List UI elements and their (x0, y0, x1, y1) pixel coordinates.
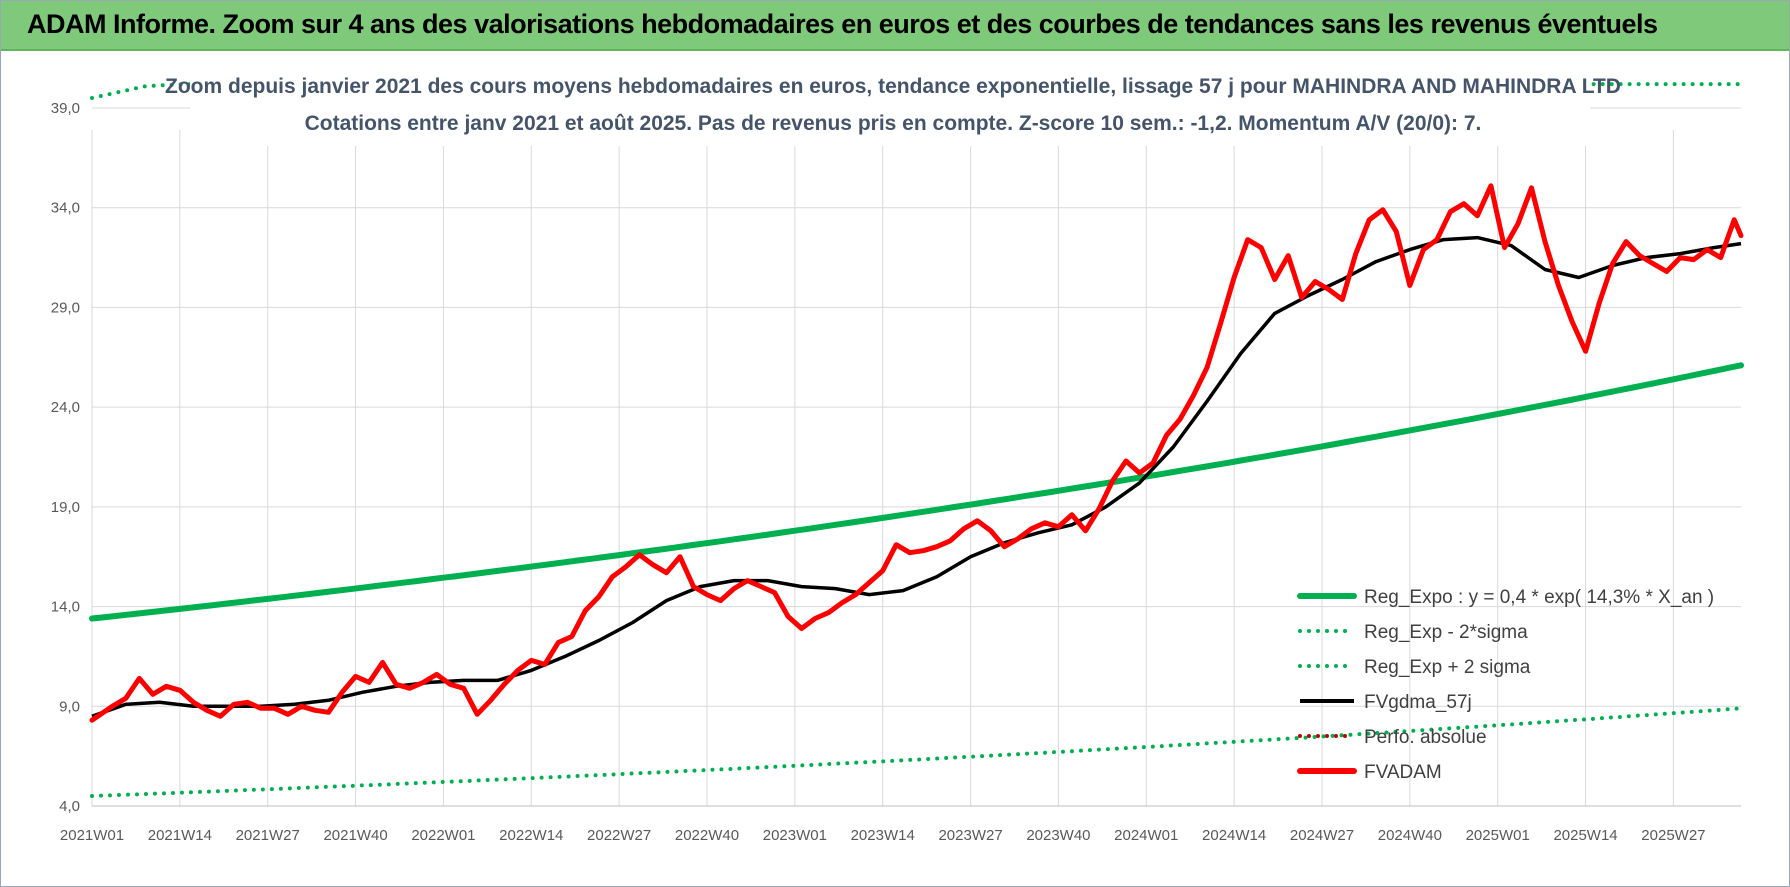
y-tick-label: 14,0 (51, 599, 80, 616)
series-reg-exp-2-sigma-line (90, 706, 1743, 798)
series-reg-expo-y-0-4-exp-14-3-x-an-line (89, 362, 1744, 622)
x-tick-label: 2023W14 (851, 827, 915, 844)
series-fvgdma-57j-line (91, 235, 1742, 718)
y-tick-label: 4,0 (59, 798, 80, 815)
header-title: ADAM Informe. Zoom sur 4 ans des valoris… (27, 9, 1658, 39)
chart-subtitle: Cotations entre janv 2021 et août 2025. … (305, 112, 1482, 135)
header-bar: ADAM Informe. Zoom sur 4 ans des valoris… (1, 1, 1789, 51)
y-tick-label: 34,0 (51, 200, 80, 217)
x-tick-label: 2021W40 (323, 827, 387, 844)
chart-series (89, 82, 1744, 798)
title-background (190, 66, 1590, 146)
y-tick-label: 19,0 (51, 499, 80, 516)
x-tick-label: 2025W27 (1641, 827, 1705, 844)
x-tick-label: 2024W40 (1378, 827, 1442, 844)
x-tick-label: 2021W01 (60, 827, 124, 844)
chart-grid (91, 107, 1741, 807)
series-reg-exp-2-sigma-line (90, 82, 1743, 100)
y-tick-label: 29,0 (51, 299, 80, 316)
x-tick-label: 2023W40 (1026, 827, 1090, 844)
legend-label: FVgdma_57j (1364, 692, 1472, 713)
legend-label: Reg_Expo : y = 0,4 * exp( 14,3% * X_an ) (1364, 587, 1714, 608)
x-tick-label: 2024W01 (1114, 827, 1178, 844)
x-tick-label: 2022W14 (499, 827, 563, 844)
x-tick-label: 2025W14 (1553, 827, 1617, 844)
x-tick-label: 2021W14 (148, 827, 212, 844)
x-tick-label: 2022W27 (587, 827, 651, 844)
legend-label: Reg_Exp + 2 sigma (1364, 657, 1531, 678)
y-tick-label: 9,0 (59, 698, 80, 715)
x-tick-label: 2025W01 (1466, 827, 1530, 844)
chart-axes: 39,0 34,0 29,0 24,0 19,0 14,0 9,0 4,0 2021W01 202… (51, 100, 1741, 844)
series-fvadam-line (89, 183, 1744, 723)
legend-label: FVADAM (1364, 762, 1442, 783)
legend-label: Perfo. absolue (1364, 727, 1487, 748)
x-tick-label: 2022W01 (411, 827, 475, 844)
x-tick-label: 2023W01 (763, 827, 827, 844)
chart-legend: Reg_Expo : y = 0,4 * exp( 14,3% * X_an )… (1297, 587, 1714, 783)
x-tick-label: 2022W40 (675, 827, 739, 844)
legend-label: Reg_Exp - 2*sigma (1364, 622, 1528, 643)
x-tick-label: 2024W27 (1290, 827, 1354, 844)
y-tick-label: 39,0 (51, 100, 80, 117)
x-tick-label: 2024W14 (1202, 827, 1266, 844)
y-tick-label: 24,0 (51, 399, 80, 416)
chart-title: Zoom depuis janvier 2021 des cours moyen… (165, 75, 1621, 98)
x-tick-label: 2021W27 (236, 827, 300, 844)
x-tick-label: 2023W27 (938, 827, 1002, 844)
